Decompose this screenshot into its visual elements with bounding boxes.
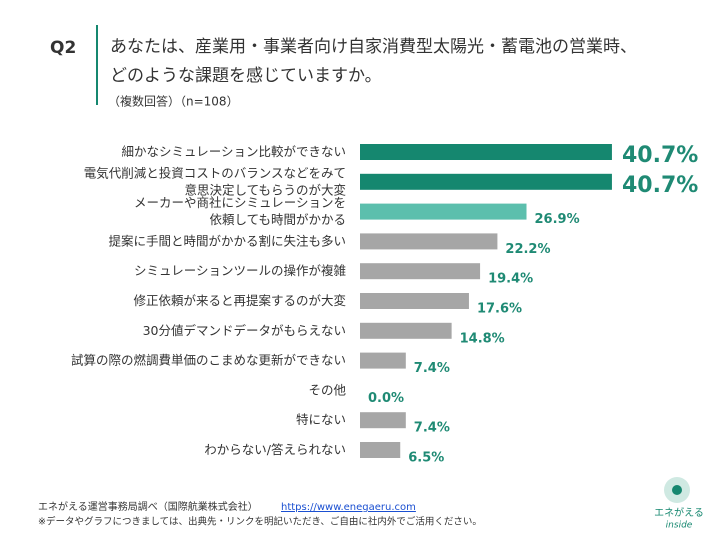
category-label: 提案に手間と時間がかかる割に失注も多い	[108, 233, 346, 248]
value-label: 22.2%	[505, 242, 550, 257]
bar	[360, 233, 498, 250]
logo: エネがえる inside	[654, 477, 704, 531]
logo-icon-core	[672, 485, 682, 495]
source-link-text[interactable]: https://www.enegaeru.com	[281, 502, 416, 513]
value-label: 0.0%	[368, 391, 404, 406]
title-line: どのような課題を感じていますか。	[110, 66, 382, 86]
bar	[360, 173, 612, 190]
value-label: 7.4%	[414, 421, 450, 436]
bar	[360, 144, 612, 160]
value-label: 26.9%	[535, 212, 580, 227]
bar	[360, 322, 452, 339]
source-link[interactable]: https://www.enegaeru.com	[281, 502, 416, 513]
category-label: メーカーや商社にシミュレーションを依頼しても時間がかかる	[134, 195, 346, 227]
category-label: 試算の際の燃調費単価のこまめな更新ができない	[71, 352, 346, 367]
bar	[360, 203, 527, 220]
value-label: 19.4%	[488, 272, 533, 287]
value-label: 6.5%	[408, 451, 444, 466]
bar	[360, 293, 469, 309]
category-label: 特にない	[296, 412, 346, 427]
logo-tag: inside	[666, 521, 693, 531]
bar	[360, 442, 401, 458]
subtitle: （複数回答）（n=108）	[108, 94, 239, 109]
category-label: 30分値デマンドデータがもらえない	[143, 322, 346, 337]
value-label: 40.7%	[622, 173, 698, 198]
value-label: 14.8%	[460, 331, 505, 346]
category-label: その他	[308, 382, 346, 397]
bar	[360, 263, 481, 280]
category-label: わからない/答えられない	[204, 442, 346, 457]
value-label: 17.6%	[477, 302, 522, 317]
category-label: 修正依頼が来ると再提案するのが大変	[133, 293, 346, 308]
bar	[360, 412, 406, 429]
category-label: 細かなシミュレーション比較ができない	[121, 144, 346, 159]
source: エネがえる運営事務局調べ（国際航業株式会社）	[38, 500, 258, 513]
note: ※データやグラフにつきましては、出典先・リンクを明記いただき、ご自由に社内外でご…	[38, 516, 482, 528]
logo-name: エネがえる	[654, 506, 704, 519]
question-number: Q2	[50, 38, 76, 58]
title-line: あなたは、産業用・事業者向け自家消費型太陽光・蓄電池の営業時、	[110, 37, 637, 57]
category-label: 電気代削減と投資コストのバランスなどをみて意思決定してもらうのが大変	[84, 165, 346, 197]
bar	[360, 352, 406, 369]
value-label: 40.7%	[622, 143, 698, 168]
category-label: シミュレーションツールの操作が複雑	[134, 263, 346, 278]
value-label: 7.4%	[414, 361, 450, 376]
